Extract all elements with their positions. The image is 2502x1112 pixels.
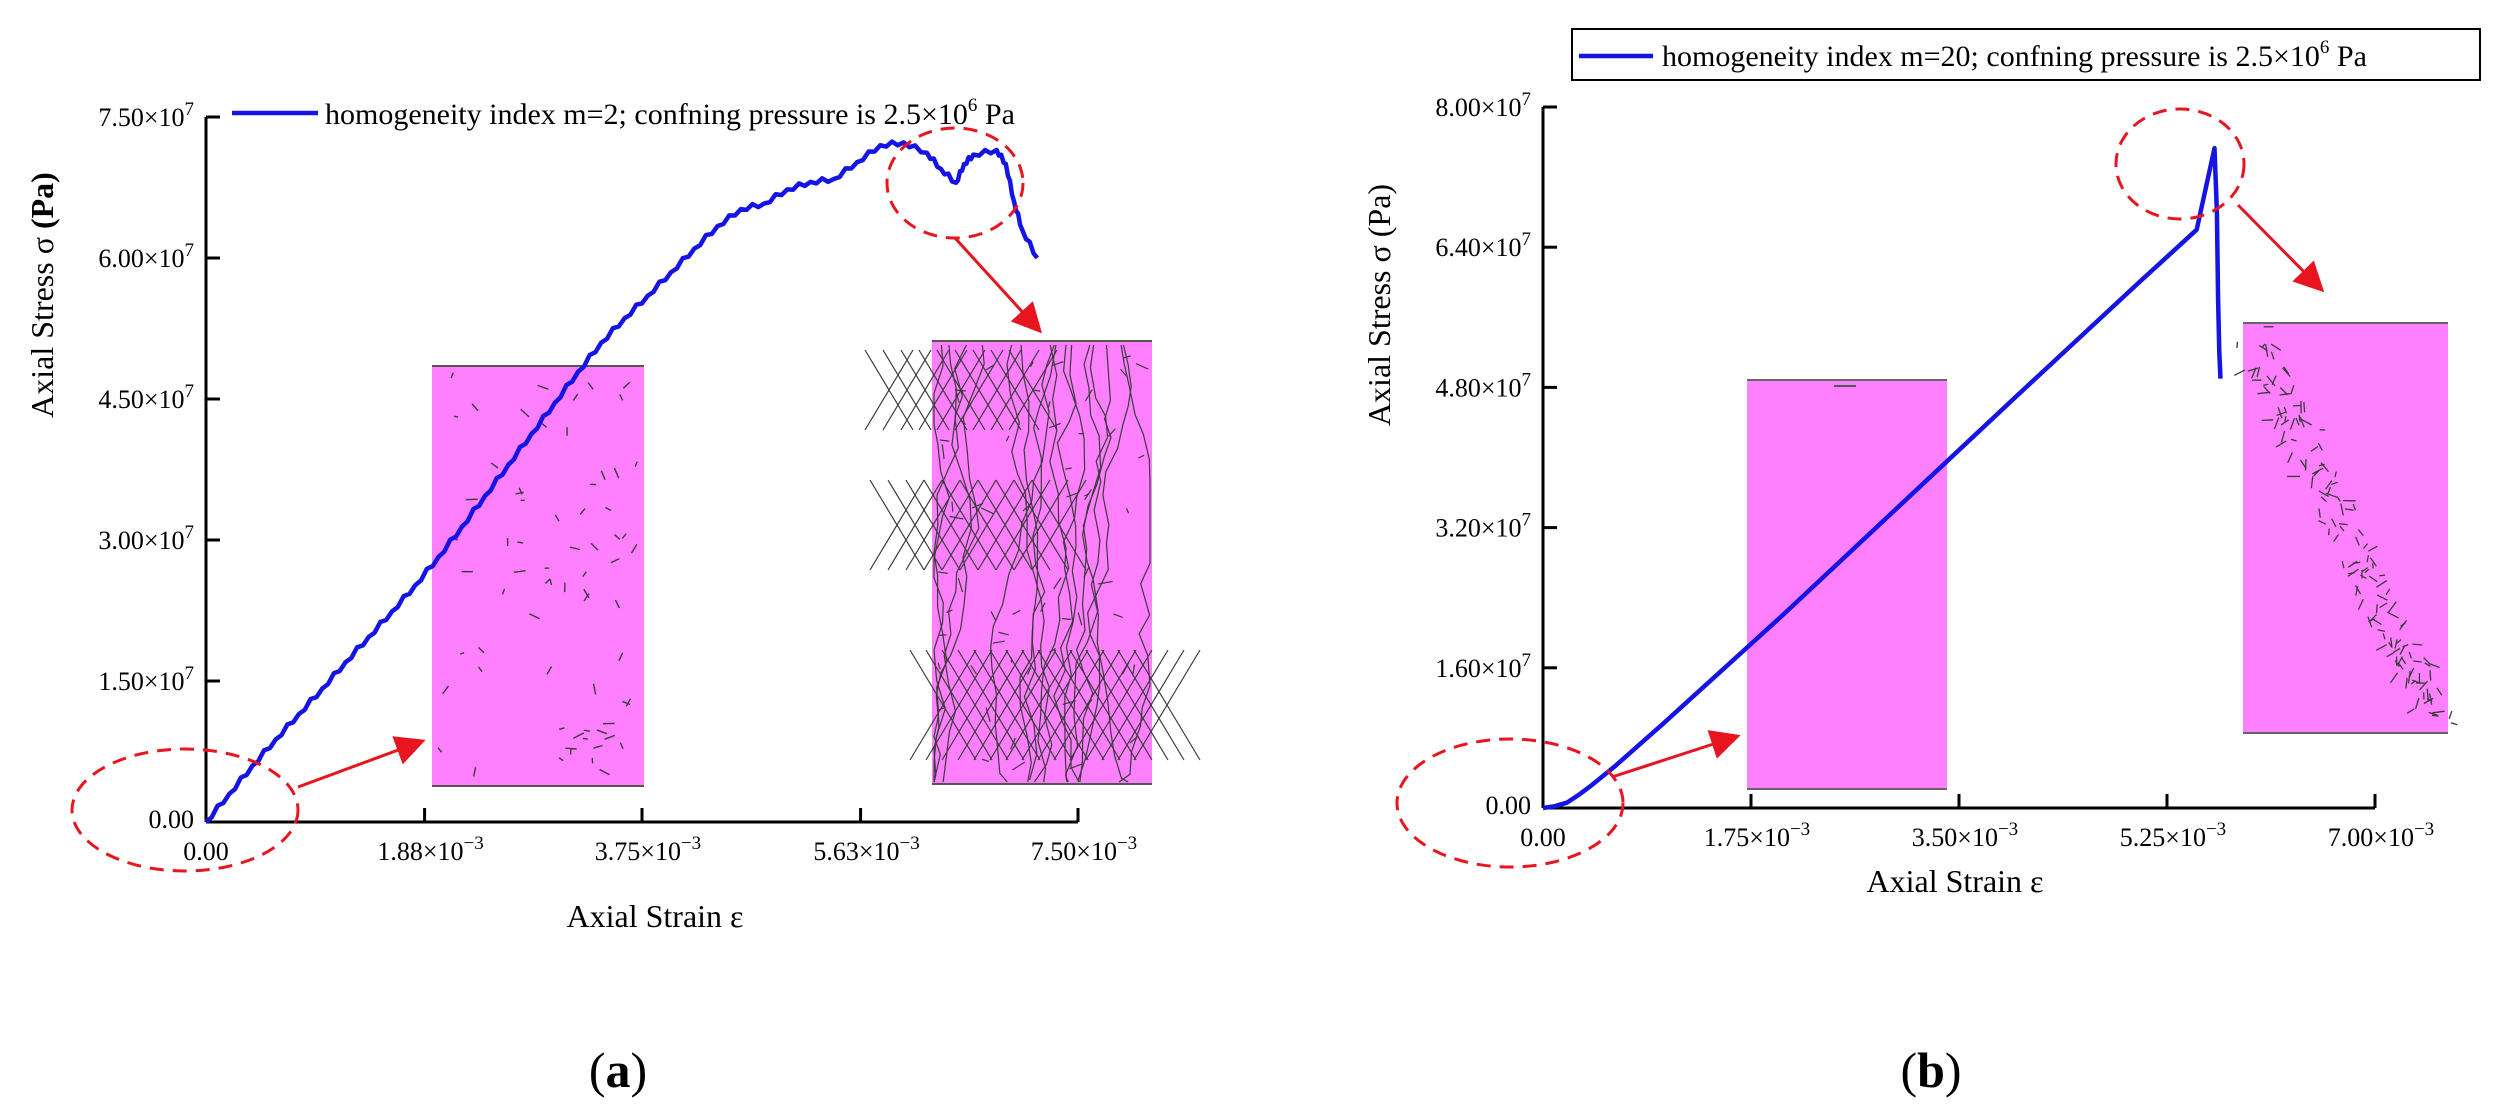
y-tick-label-a: 6.00×107 (98, 240, 194, 273)
arrow-peak-b (2236, 203, 2325, 293)
y-tick-label-b: 6.40×107 (1435, 229, 1531, 262)
x-tick-label-b: 0.00 (1520, 823, 1566, 852)
y-tick-label-a: 1.50×107 (98, 663, 194, 696)
specimen-image-b-shear-band (2234, 322, 2458, 734)
x-tick-label-a: 0.00 (183, 837, 229, 866)
y-tick-label-a: 7.50×107 (98, 99, 194, 132)
series-line-b (1542, 145, 2223, 811)
x-tick-label-a: 7.50×10−3 (1031, 833, 1137, 866)
y-tick-label-a: 3.00×107 (98, 522, 194, 555)
legend-label-b: homogeneity index m=20; confning pressur… (1662, 37, 2367, 73)
legend-a: homogeneity index m=2; confning pressure… (232, 95, 1015, 131)
peak-ellipse-b (2114, 107, 2246, 221)
y-axis-title-b: Axial Stress σ (Pa) (1361, 184, 1397, 426)
y-tick-label-b: 1.60×107 (1435, 650, 1531, 683)
arrow-peak-a (953, 236, 1043, 334)
ticks-a: 0.00 1.88×10−3 3.75×10−3 5.63×10−3 7.50×10−3… (98, 99, 1137, 866)
legend-box-b (1571, 28, 2481, 81)
y-tick-label-b: 8.00×107 (1435, 89, 1531, 122)
x-tick-label-b: 3.50×10−3 (1912, 819, 2018, 852)
x-tick-label-a: 5.63×10−3 (813, 833, 919, 866)
y-tick-label-b: 0.00 (1486, 791, 1532, 820)
chart-panel-b: 0.00 1.75×10−3 3.50×10−3 5.25×10−3 7.00×10−3… (1361, 28, 2481, 1098)
x-tick-label-b: 5.25×10−3 (2120, 819, 2226, 852)
x-tick-label-b: 7.00×10−3 (2328, 819, 2434, 852)
legend-b: homogeneity index m=20; confning pressur… (1571, 28, 2481, 81)
arrow-origin-b (1611, 730, 1741, 779)
specimen-image-b-intact (1747, 379, 1947, 790)
x-tick-label-a: 1.88×10−3 (377, 833, 483, 866)
chart-panel-a: 0.00 1.88×10−3 3.75×10−3 5.63×10−3 7.50×10−3… (24, 95, 1201, 1098)
y-axis-title-a: Axial Stress σ (Pa) (24, 172, 60, 418)
y-tick-label-a: 0.00 (149, 805, 195, 834)
ticks-b: 0.00 1.75×10−3 3.50×10−3 5.25×10−3 7.00×10−3… (1435, 89, 2434, 852)
legend-label-a: homogeneity index m=2; confning pressure… (325, 95, 1015, 131)
y-tick-label-b: 3.20×107 (1435, 510, 1531, 543)
y-tick-label-a: 4.50×107 (98, 381, 194, 414)
panel-label-b: (b) (1900, 1042, 1961, 1098)
series-line-a (204, 139, 1040, 824)
x-axis-title-a: Axial Strain ε (567, 898, 744, 934)
origin-ellipse-b (1395, 737, 1625, 869)
x-tick-label-a: 3.75×10−3 (595, 833, 701, 866)
origin-ellipse-a (70, 747, 300, 873)
panel-label-a: (a) (589, 1042, 647, 1098)
y-tick-label-b: 4.80×107 (1435, 369, 1531, 402)
x-tick-label-b: 1.75×10−3 (1704, 819, 1810, 852)
arrow-origin-a (297, 736, 426, 789)
specimen-image-a-dense-cracks (864, 340, 1201, 785)
x-axis-title-b: Axial Strain ε (1867, 863, 2044, 899)
specimen-image-a-sparse-cracks (432, 365, 644, 787)
